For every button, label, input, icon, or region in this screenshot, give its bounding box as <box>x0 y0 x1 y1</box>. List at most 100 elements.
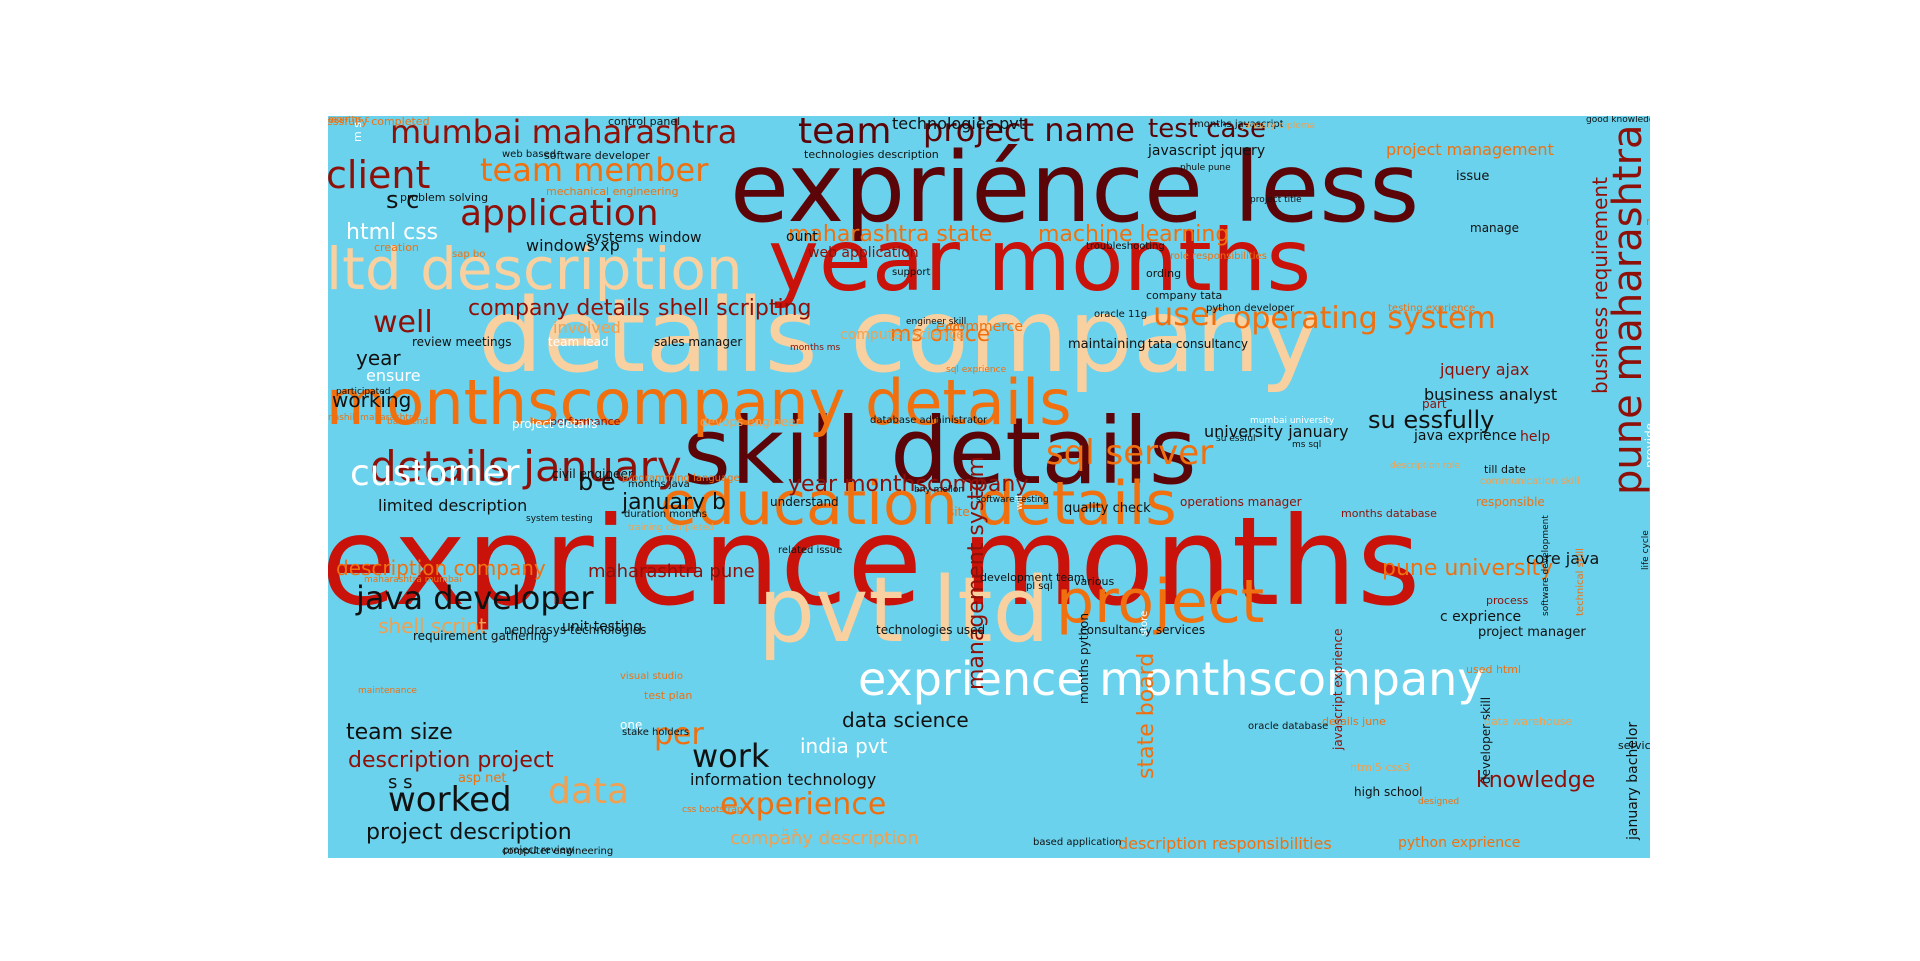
cloud-word: testing exprience <box>1388 303 1476 314</box>
cloud-word: c exprience <box>1440 609 1522 625</box>
cloud-word: unit testing <box>562 619 643 635</box>
cloud-word: ms office <box>890 322 991 347</box>
cloud-word: javascript exprience <box>1331 628 1345 750</box>
cloud-word: sales manager <box>654 335 743 349</box>
cloud-word: responsible <box>1476 495 1545 509</box>
cloud-word: company tata <box>1146 289 1223 302</box>
cloud-word: description project <box>348 748 554 773</box>
cloud-word: months java <box>628 479 690 490</box>
cloud-word: store <box>1139 610 1150 636</box>
cloud-word: sap bo <box>452 249 486 260</box>
cloud-word: jquery ajax <box>1440 360 1530 379</box>
cloud-word: h s <box>782 825 799 838</box>
cloud-word: operating system <box>1233 301 1496 336</box>
cloud-word: technologies used <box>876 623 986 637</box>
cloud-word: css bootstrap <box>682 805 743 815</box>
cloud-word: participated <box>336 387 391 397</box>
cloud-word: programming language <box>622 473 740 484</box>
cloud-word: good knowledge <box>1586 116 1650 125</box>
cloud-word: ount <box>786 229 818 245</box>
cloud-word: java exprience <box>1414 428 1517 444</box>
cloud-word: used html <box>1466 663 1522 676</box>
cloud-word: year <box>356 346 401 370</box>
cloud-word: university january <box>1204 422 1349 441</box>
cloud-word: various <box>1074 575 1115 588</box>
cloud-word: software development <box>1541 515 1551 616</box>
cloud-word: web based <box>502 149 557 160</box>
cloud-word: s c <box>386 186 420 214</box>
cloud-word: months ms <box>790 343 841 353</box>
cloud-word: mechanical engineering <box>546 185 679 198</box>
cloud-word: description role <box>1390 461 1460 471</box>
cloud-word: client <box>328 153 431 197</box>
cloud-word: information technology <box>690 770 877 789</box>
cloud-word: oracle database <box>1248 721 1329 732</box>
cloud-word: software developer <box>544 149 650 162</box>
cloud-word: web application <box>808 245 919 261</box>
cloud-word: tata consultancy <box>1148 337 1249 351</box>
cloud-word: sql exprience <box>946 365 1007 375</box>
cloud-word: s s <box>388 772 413 793</box>
cloud-word: expriénce less <box>730 132 1420 244</box>
cloud-word: shell scripting <box>658 296 812 321</box>
cloud-word: back end <box>387 417 429 427</box>
cloud-word: system testing <box>526 514 593 524</box>
cloud-word: based application <box>1033 837 1122 848</box>
cloud-word: work <box>692 737 770 775</box>
cloud-word: project review <box>503 845 574 856</box>
cloud-word: worked <box>388 780 512 820</box>
cloud-word: ess <box>328 116 345 126</box>
cloud-word: customer <box>350 453 520 494</box>
cloud-word: computer science <box>840 327 965 343</box>
cloud-word: sql server <box>1046 433 1214 473</box>
cloud-word: months database <box>1341 507 1437 520</box>
cloud-word: technologies description <box>804 148 939 161</box>
cloud-word: high school <box>1354 785 1423 799</box>
cloud-word: ensure <box>366 366 421 385</box>
cloud-word: python exprience <box>1398 835 1521 851</box>
cloud-word: working <box>332 388 412 412</box>
cloud-word: per <box>654 717 704 752</box>
cloud-word: months c <box>328 116 370 125</box>
cloud-word: javascript jquery <box>1148 143 1266 159</box>
cloud-word: creation <box>374 241 419 254</box>
cloud-word: exprience months <box>328 491 1421 633</box>
cloud-word: details june <box>1322 715 1386 728</box>
cloud-word: business requirement <box>1588 177 1612 394</box>
cloud-word: data science <box>842 708 969 732</box>
cloud-word: nendrasys technologies <box>504 623 647 637</box>
cloud-word: project name <box>923 116 1135 149</box>
cloud-word: pvt ltd <box>758 558 1050 663</box>
cloud-word: understand <box>770 495 839 509</box>
cloud-word: part <box>1422 397 1447 411</box>
cloud-word: maharashtra mumbai <box>364 575 462 585</box>
cloud-word: training completed <box>628 523 714 533</box>
cloud-word: india pvt <box>800 734 888 758</box>
cloud-word: pune university <box>1382 556 1554 581</box>
cloud-word: year monthscompany <box>788 472 1029 497</box>
cloud-word: operations manager <box>1180 495 1302 509</box>
cloud-word: stake holders <box>622 727 690 738</box>
cloud-word: e commerce <box>936 319 1023 335</box>
cloud-word: state board <box>1134 652 1159 780</box>
cloud-word: windows xp <box>526 236 620 255</box>
cloud-word: months javascript <box>1194 119 1284 130</box>
cloud-word: control panel <box>608 116 681 128</box>
cloud-word: technologies pvt <box>892 116 1025 133</box>
cloud-word: experience <box>720 787 887 822</box>
cloud-word: essfully completed <box>328 116 430 128</box>
cloud-word: su essful <box>1216 434 1256 444</box>
cloud-word: issue <box>1456 169 1490 184</box>
cloud-word: performance <box>550 415 621 428</box>
cloud-word: designed <box>1418 797 1460 807</box>
cloud-word: team <box>798 116 892 152</box>
cloud-word: problem solving <box>400 191 489 204</box>
cloud-word: ms sql <box>1292 440 1322 450</box>
cloud-word: ltd description <box>328 235 743 303</box>
cloud-word: nagpur maharashtra <box>1646 215 1650 228</box>
cloud-word: maintenance <box>358 686 417 696</box>
cloud-word: review meetings <box>412 335 512 349</box>
cloud-word: su essfully <box>1368 406 1495 434</box>
cloud-word: test plan <box>644 689 693 702</box>
cloud-word: team size <box>346 720 453 745</box>
